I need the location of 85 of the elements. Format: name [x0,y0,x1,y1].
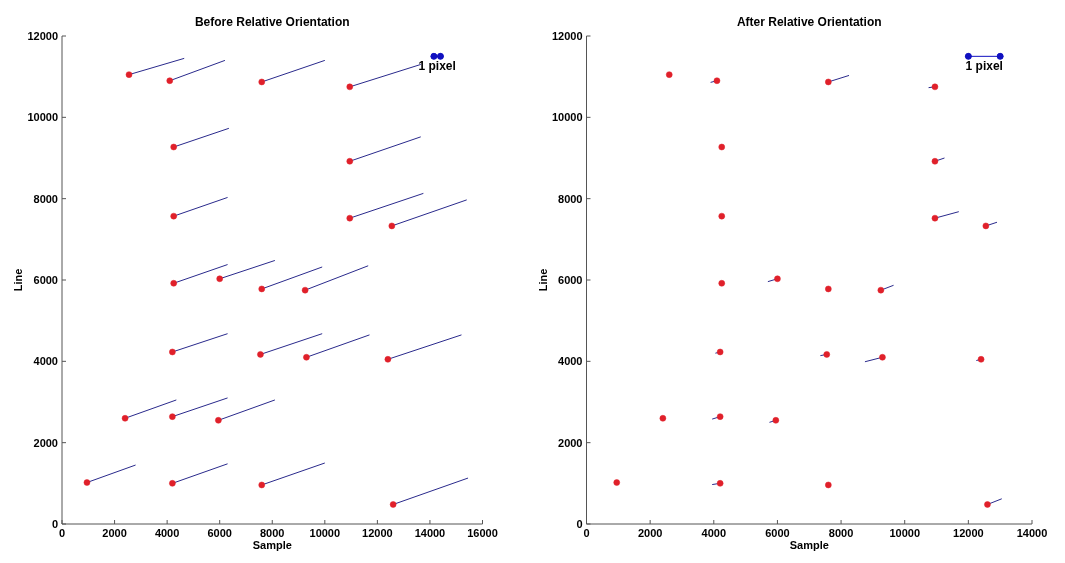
point [125,71,133,78]
y-tick-label: 12000 [27,30,58,42]
point [825,285,832,293]
point [437,53,444,60]
x-tick-label: 6000 [207,527,232,539]
point [982,222,990,230]
y-tick-label: 4000 [558,355,583,368]
point [718,143,725,151]
x-tick-label: 8000 [828,527,854,539]
x-tick-label: 10000 [889,527,921,539]
y-tick-label: 10000 [551,111,583,124]
point [384,356,392,363]
point [718,212,725,220]
point [965,53,972,60]
x-tick-label: 14000 [1016,527,1048,539]
point [258,78,265,86]
point [931,158,939,165]
y-tick-label: 10000 [27,111,58,124]
x-axis-title: Sample [252,539,292,551]
point [170,280,177,287]
point [774,275,781,283]
point [877,286,885,294]
point [931,214,939,222]
x-tick-label: 8000 [260,527,285,539]
point [346,158,354,165]
x-tick-label: 0 [58,527,66,539]
point [301,286,309,294]
x-tick-label: 2000 [102,527,127,539]
point [825,78,832,86]
point [169,480,176,487]
y-tick-label: 0 [51,518,58,530]
point [613,479,620,486]
point [258,481,265,489]
point [388,222,396,230]
x-tick-label: 12000 [953,527,984,539]
point [772,417,780,424]
point [389,501,397,508]
point [665,71,673,78]
x-tick-label: 14000 [414,527,446,539]
x-tick-label: 10000 [309,527,341,539]
point [258,285,265,293]
point [257,351,264,358]
point [984,501,991,508]
point [996,53,1004,60]
point [716,480,724,487]
point [166,77,173,84]
x-tick-label: 2000 [637,527,663,539]
point [216,275,223,283]
y-tick-label: 12000 [551,30,583,42]
point [83,479,91,486]
y-tick-label: 2000 [558,436,583,449]
point [346,83,354,91]
y-tick-label: 2000 [33,436,58,449]
y-tick-label: 6000 [558,274,583,286]
point [170,212,177,220]
point [121,415,129,422]
point [825,481,832,489]
x-tick-label: 4000 [701,527,727,539]
series-label: 1 pixel [418,59,456,74]
y-tick-label: 6000 [33,274,58,286]
x-tick-label: 12000 [362,527,393,539]
y-tick-label: 0 [576,518,583,530]
y-tick-label: 8000 [558,192,583,205]
x-tick-label: 4000 [154,527,180,539]
chart-title: After Relative Orientation [736,15,882,29]
chart-title: Before Relative Orientation [194,15,350,29]
x-tick-label: 16000 [467,527,498,539]
point [215,417,222,424]
point [303,354,310,361]
y-axis-title: Line [536,268,549,292]
point [169,348,176,356]
point [718,280,725,287]
point [346,214,354,222]
y-tick-label: 8000 [33,192,58,205]
series-label: 1 pixel [965,59,1003,74]
point [659,415,667,422]
point [169,413,176,420]
x-tick-label: 6000 [765,527,790,539]
point [716,413,724,420]
point [823,351,830,358]
y-axis-title: Line [12,268,24,292]
y-tick-label: 4000 [33,355,58,368]
point [170,143,177,151]
x-axis-title: Sample [789,539,829,551]
point [879,354,886,361]
